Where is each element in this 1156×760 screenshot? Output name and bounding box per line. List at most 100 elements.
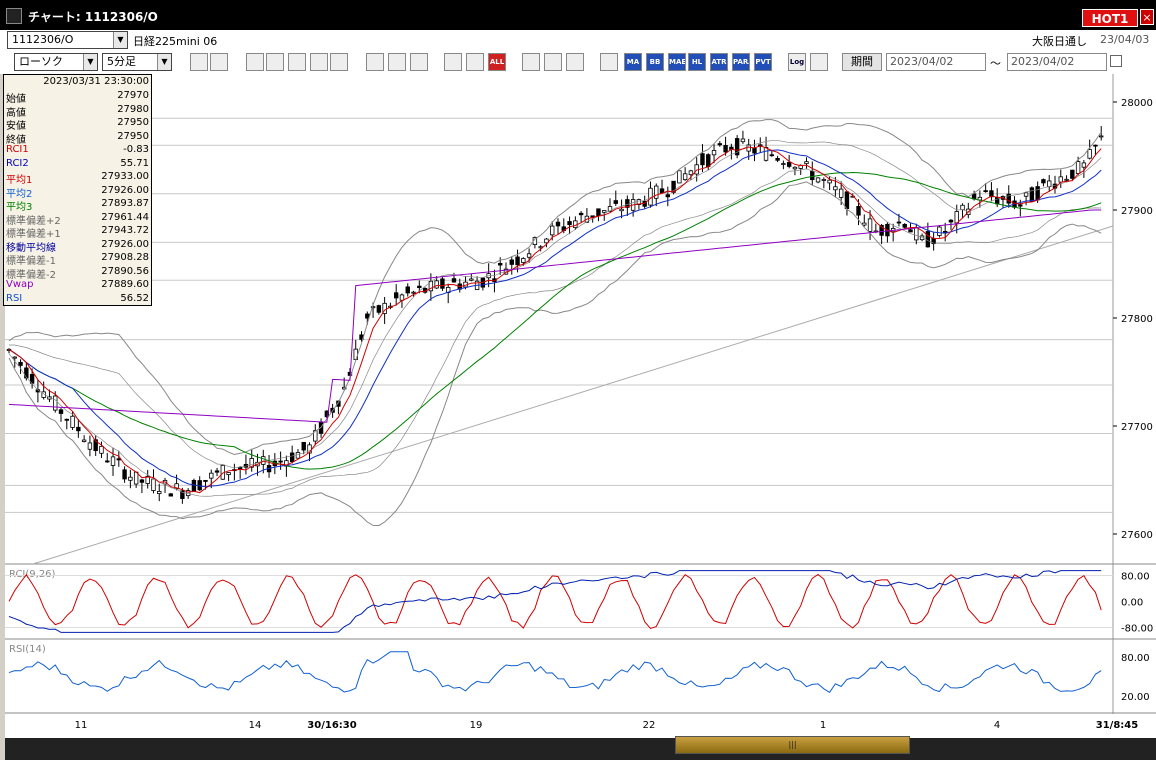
time-tick-label: 19 — [470, 720, 483, 731]
chart-type-select[interactable]: ローソク ▼ — [14, 53, 98, 71]
candle-body — [498, 262, 503, 266]
candle-body — [740, 138, 746, 143]
chevron-down-icon[interactable]: ▼ — [157, 54, 171, 70]
info-value: 27893.87 — [101, 198, 149, 209]
price-tick-label: 27900 — [1121, 206, 1153, 217]
scroll-thumb[interactable]: ||| — [675, 736, 910, 754]
candle-body — [804, 161, 809, 165]
candle-body — [139, 479, 145, 483]
candle-body — [1075, 161, 1081, 174]
rci2-line — [8, 570, 1102, 633]
info-datetime-row: 2023/03/31 23:30:00 — [6, 76, 151, 90]
chevron-down-icon[interactable]: ▼ — [113, 32, 127, 48]
period-button[interactable]: 期間 — [842, 53, 882, 71]
bar-tool-icon[interactable] — [310, 53, 328, 71]
candle-body — [1035, 186, 1040, 201]
candle-body — [613, 200, 618, 204]
price-chart[interactable]: 28000 27900 27800 27700 27600 RCI(9,26) 80.00 0… — [5, 74, 1156, 738]
eraser-icon[interactable] — [410, 53, 428, 71]
info-value: 27980 — [117, 103, 149, 115]
candle-body — [792, 166, 798, 170]
info-label: 標準偏差-2 — [6, 269, 56, 281]
candle-body — [24, 367, 29, 379]
candle-body — [313, 430, 318, 442]
timeframe-select[interactable]: 5分足 ▼ — [102, 53, 172, 71]
search-tool-icon[interactable] — [190, 53, 208, 71]
candle-body — [810, 170, 815, 181]
pvt-button[interactable]: PVT — [754, 53, 772, 71]
info-row: 平均2 27926.00 — [6, 185, 151, 200]
candle-body — [971, 193, 977, 200]
candle-body — [902, 223, 907, 228]
candle-body — [526, 253, 532, 258]
settings-icon[interactable] — [522, 53, 540, 71]
info-label: Vwap — [6, 279, 34, 290]
candle-body — [405, 286, 410, 294]
rsi-tick-label: 20.00 — [1121, 692, 1150, 703]
wrench-icon[interactable] — [544, 53, 562, 71]
info-row: 平均3 27893.87 — [6, 198, 151, 213]
candle-body — [919, 235, 925, 241]
chart-area[interactable]: 28000 27900 27800 27700 27600 RCI(9,26) 80.00 0… — [5, 74, 1156, 738]
candle-body — [110, 456, 116, 466]
rci-tick-label: 0.00 — [1121, 598, 1143, 609]
log-button[interactable]: Log — [788, 53, 806, 71]
candle-body — [440, 278, 445, 289]
candle-body — [434, 280, 439, 289]
date-to-field[interactable]: 2023/04/02 — [1007, 53, 1107, 71]
time-tick-label: 1 — [820, 720, 826, 731]
arrow-down-tool-icon[interactable] — [246, 53, 264, 71]
color-palette-icon[interactable] — [566, 53, 584, 71]
candle-body — [203, 479, 208, 482]
trend-line-icon[interactable] — [266, 53, 284, 71]
zoom-tool-icon[interactable] — [210, 53, 228, 71]
pen-icon[interactable] — [366, 53, 384, 71]
candle-body — [596, 208, 601, 217]
hl-button[interactable]: HL — [688, 53, 706, 71]
candle-body — [752, 148, 757, 154]
cross-line-icon[interactable] — [288, 53, 306, 71]
candle-body — [1099, 135, 1104, 138]
cursor-icon[interactable] — [388, 53, 406, 71]
chevron-down-icon[interactable]: ▼ — [83, 54, 97, 70]
candle-body — [515, 256, 520, 266]
candle-body — [18, 361, 23, 366]
info-datetime: 2023/03/31 23:30:00 — [43, 76, 149, 87]
symbol-select[interactable]: 1112306/O ▼ — [7, 31, 128, 49]
candle-body — [544, 238, 549, 244]
candle-body — [151, 478, 156, 491]
info-row: RCI1 -0.83 — [6, 144, 151, 158]
atr-button[interactable]: ATR — [710, 53, 728, 71]
mae-button[interactable]: MAE — [668, 53, 686, 71]
candle-body — [1070, 169, 1075, 179]
candle-icon[interactable] — [444, 53, 462, 71]
horizontal-scrollbar[interactable] — [5, 738, 1156, 760]
info-label: 平均2 — [6, 188, 33, 200]
option-checkbox[interactable] — [1110, 55, 1122, 67]
info-row: 平均1 27933.00 — [6, 171, 151, 186]
info-row: 終値 27950 — [6, 131, 151, 146]
close-button[interactable]: × — [1140, 9, 1154, 25]
candle-alt-icon[interactable] — [466, 53, 484, 71]
candle-body — [838, 188, 844, 198]
candle-body — [1093, 144, 1098, 147]
candle-body — [659, 188, 665, 194]
bb-button[interactable]: BB — [646, 53, 664, 71]
para-button[interactable]: PARA — [732, 53, 750, 71]
candle-body — [775, 158, 780, 161]
all-button[interactable]: ALL — [488, 53, 506, 71]
date-from-field[interactable]: 2023/04/02 — [886, 53, 986, 71]
chart-background — [5, 74, 1156, 738]
header-date: 23/04/03 — [1100, 33, 1150, 46]
info-row: 標準偏差+2 27961.44 — [6, 212, 151, 227]
hot-badge[interactable]: HOT1 — [1082, 9, 1138, 27]
candle-body — [573, 220, 578, 228]
lock-icon[interactable] — [330, 53, 348, 71]
candle-body — [954, 211, 959, 224]
ma-button[interactable]: MA — [624, 53, 642, 71]
candle-body — [58, 409, 64, 414]
candle-body — [602, 210, 607, 213]
grid-icon[interactable] — [600, 53, 618, 71]
export-icon[interactable] — [810, 53, 828, 71]
info-value: 27926.00 — [101, 238, 149, 250]
